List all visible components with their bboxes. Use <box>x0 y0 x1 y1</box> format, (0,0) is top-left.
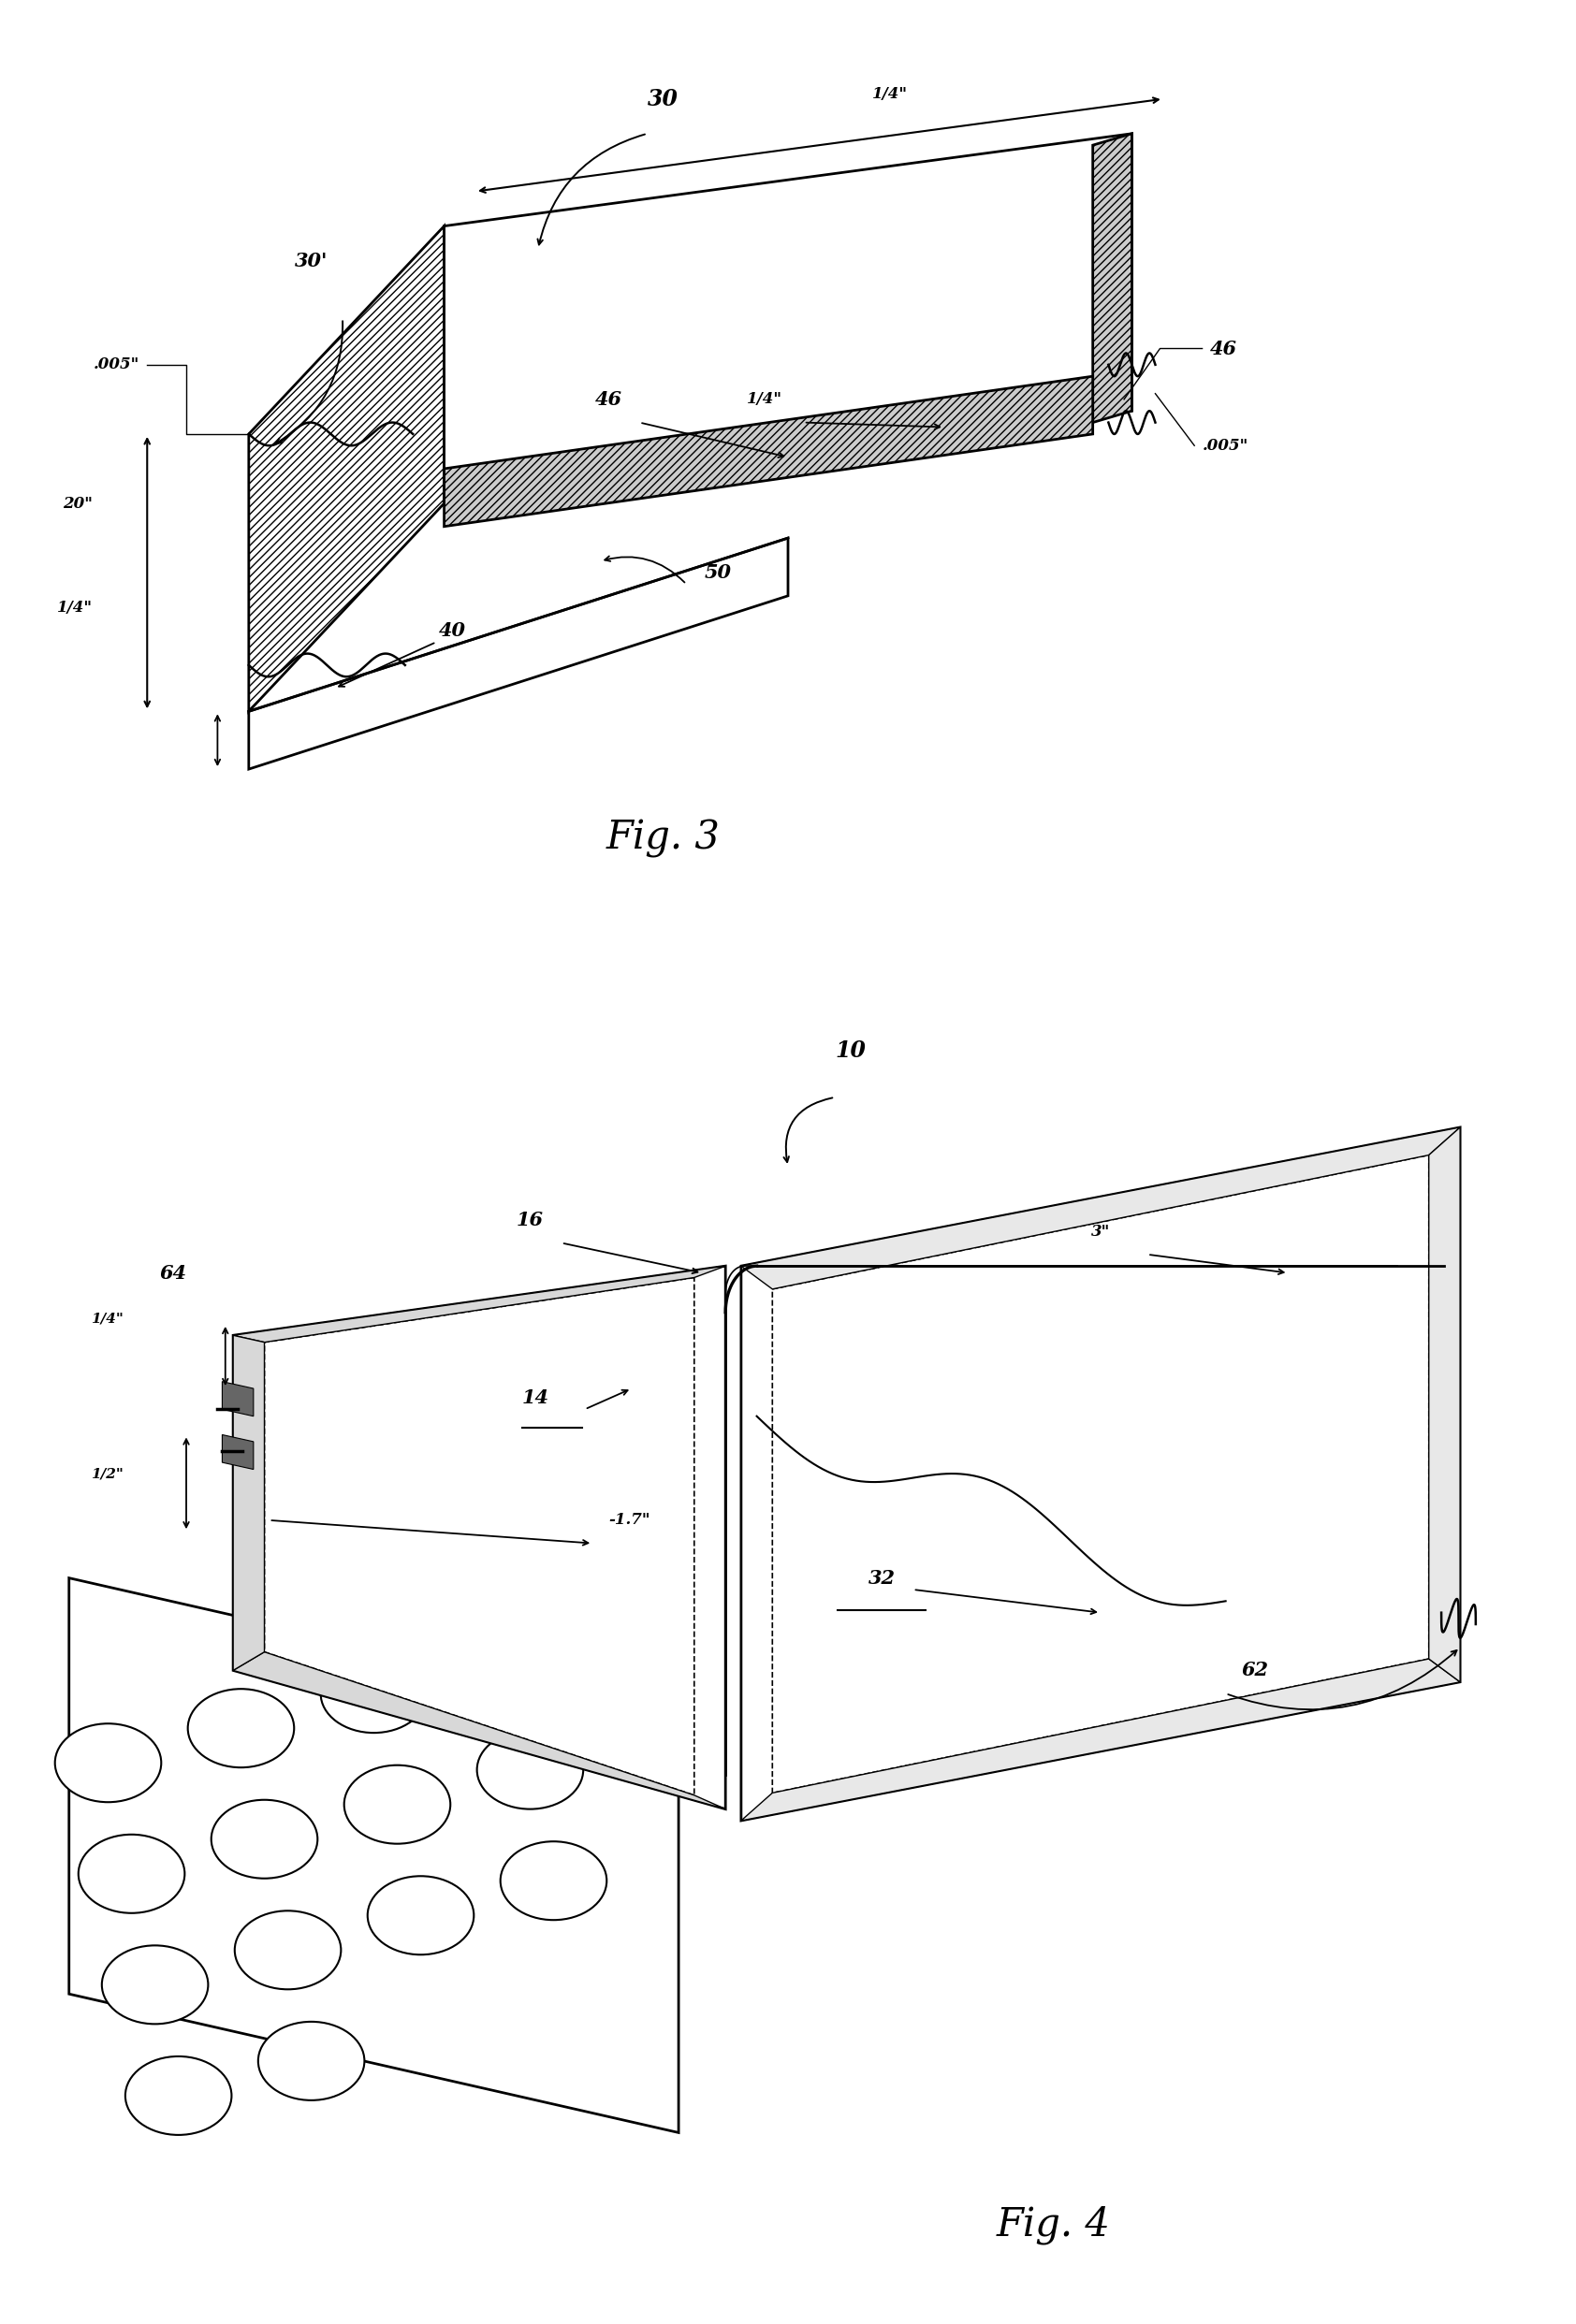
Text: 3": 3" <box>1091 1222 1110 1239</box>
Polygon shape <box>1092 132 1132 423</box>
Ellipse shape <box>188 1690 295 1769</box>
Polygon shape <box>741 1127 1459 1290</box>
Ellipse shape <box>367 1875 474 1954</box>
Text: 14: 14 <box>522 1387 550 1406</box>
Ellipse shape <box>320 1655 427 1734</box>
Text: 46: 46 <box>594 390 623 409</box>
Text: .005": .005" <box>93 358 139 372</box>
Polygon shape <box>741 1659 1459 1820</box>
Polygon shape <box>741 1127 1459 1820</box>
Polygon shape <box>69 1578 679 2133</box>
Polygon shape <box>222 1434 254 1469</box>
Polygon shape <box>444 132 1132 504</box>
Text: .005": .005" <box>1202 437 1248 453</box>
Text: 30: 30 <box>648 88 678 109</box>
Ellipse shape <box>235 1910 340 1989</box>
Text: Fig. 3: Fig. 3 <box>605 818 720 858</box>
Text: 10: 10 <box>835 1039 865 1062</box>
Text: 40: 40 <box>438 621 465 639</box>
Text: 62: 62 <box>1242 1662 1269 1680</box>
Ellipse shape <box>102 1945 208 2024</box>
Text: -1.7": -1.7" <box>608 1513 649 1529</box>
Ellipse shape <box>258 2022 364 2101</box>
Text: 32: 32 <box>868 1569 895 1587</box>
Text: 64: 64 <box>159 1264 186 1283</box>
Polygon shape <box>222 1380 254 1415</box>
Ellipse shape <box>344 1766 451 1843</box>
Polygon shape <box>233 1336 265 1671</box>
Ellipse shape <box>211 1799 317 1878</box>
Ellipse shape <box>478 1731 583 1808</box>
Ellipse shape <box>454 1620 559 1699</box>
Polygon shape <box>249 225 444 711</box>
Ellipse shape <box>501 1841 607 1920</box>
Text: 1/4": 1/4" <box>872 86 908 102</box>
Text: 16: 16 <box>517 1211 544 1229</box>
Ellipse shape <box>125 2057 232 2136</box>
Text: Fig. 4: Fig. 4 <box>996 2205 1111 2245</box>
Text: 1/2": 1/2" <box>91 1466 125 1480</box>
Text: 20": 20" <box>63 495 93 511</box>
Text: 50: 50 <box>704 562 731 581</box>
Text: 1/4": 1/4" <box>91 1313 125 1325</box>
Polygon shape <box>233 1652 725 1808</box>
Polygon shape <box>444 376 1092 528</box>
Polygon shape <box>233 1267 725 1808</box>
Ellipse shape <box>79 1834 184 1913</box>
Polygon shape <box>1429 1127 1459 1683</box>
Text: 46: 46 <box>1210 339 1237 358</box>
Ellipse shape <box>55 1724 161 1801</box>
Text: 1/4": 1/4" <box>747 390 782 407</box>
Polygon shape <box>249 539 788 769</box>
Text: 30': 30' <box>295 251 328 270</box>
Text: 1/4": 1/4" <box>57 600 93 616</box>
Polygon shape <box>233 1267 725 1343</box>
